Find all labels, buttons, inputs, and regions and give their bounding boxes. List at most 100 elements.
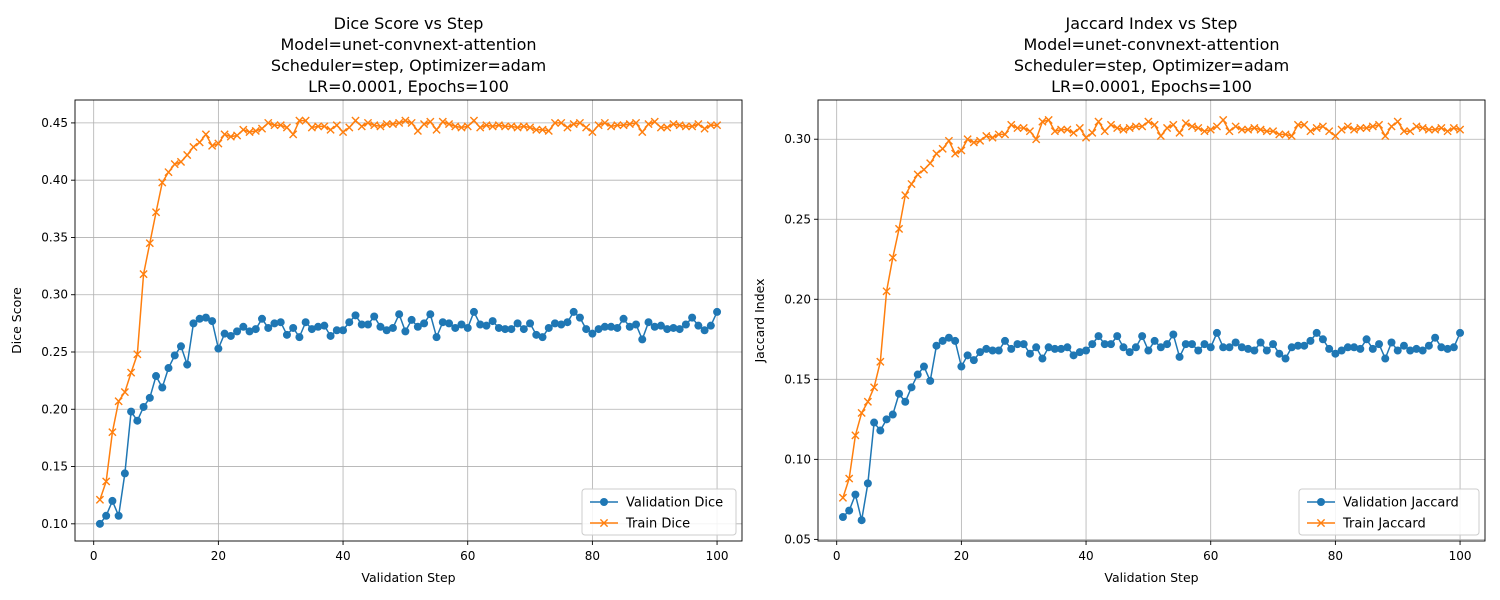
- data-point: [1231, 338, 1240, 347]
- data-point: [1244, 344, 1253, 353]
- x-tick-label: 100: [1449, 549, 1472, 563]
- data-point: [1156, 131, 1165, 141]
- data-point: [189, 319, 198, 328]
- data-point: [226, 331, 235, 340]
- data-point: [258, 314, 267, 323]
- data-point: [1306, 336, 1315, 345]
- data-point: [282, 123, 292, 132]
- data-point: [1119, 343, 1128, 352]
- data-point: [407, 315, 416, 324]
- y-tick-label: 0.10: [784, 452, 811, 466]
- data-point: [1106, 340, 1115, 349]
- y-axis-label: Jaccard Index: [752, 279, 767, 364]
- data-point: [351, 311, 360, 320]
- data-point: [663, 325, 672, 334]
- data-point: [1144, 117, 1153, 126]
- legend: Validation Dice Train Dice: [581, 488, 737, 536]
- data-point: [463, 323, 472, 332]
- data-point: [270, 121, 279, 130]
- data-point: [151, 208, 161, 217]
- data-point: [870, 383, 879, 392]
- data-point: [158, 178, 167, 187]
- data-point: [1449, 123, 1458, 133]
- data-point: [1456, 328, 1465, 337]
- data-point: [152, 372, 161, 381]
- data-point: [451, 323, 460, 332]
- data-point: [694, 119, 703, 129]
- data-point: [575, 118, 585, 128]
- data-point: [544, 126, 553, 136]
- data-point: [307, 325, 316, 334]
- data-point: [919, 362, 928, 371]
- data-point: [713, 307, 722, 316]
- data-point: [1212, 328, 1221, 337]
- data-point: [907, 383, 916, 392]
- data-point: [120, 469, 129, 478]
- data-point: [1069, 128, 1078, 137]
- data-point: [619, 121, 628, 130]
- data-point: [1237, 125, 1246, 134]
- data-point: [1244, 125, 1253, 134]
- data-point: [1032, 343, 1041, 352]
- data-point: [1412, 122, 1421, 131]
- data-point: [919, 165, 929, 174]
- data-point: [1268, 127, 1278, 136]
- data-point: [588, 127, 597, 137]
- data-point: [706, 121, 715, 130]
- data-point: [289, 130, 298, 139]
- x-tick-label: 20: [954, 549, 969, 563]
- data-point: [1175, 352, 1184, 361]
- data-point: [870, 418, 879, 427]
- data-point: [214, 139, 223, 148]
- data-point: [1138, 332, 1147, 341]
- data-point: [1156, 343, 1165, 352]
- y-tick-label: 0.45: [41, 116, 68, 130]
- data-point: [363, 320, 372, 329]
- data-point: [600, 322, 609, 331]
- data-point: [388, 323, 397, 332]
- data-point: [538, 333, 547, 342]
- y-tick-label: 0.25: [784, 212, 811, 226]
- data-point: [1362, 335, 1371, 344]
- data-point: [164, 364, 173, 373]
- data-point: [544, 323, 553, 332]
- data-point: [139, 270, 148, 279]
- data-point: [982, 131, 991, 141]
- data-point: [395, 310, 404, 319]
- data-point: [382, 326, 391, 335]
- data-point: [507, 122, 516, 131]
- data-point: [513, 319, 522, 328]
- data-point: [863, 397, 872, 406]
- data-point: [1206, 125, 1215, 134]
- data-point: [994, 346, 1003, 355]
- x-tick-label: 80: [1328, 549, 1343, 563]
- legend-label: Validation Jaccard: [1343, 496, 1459, 511]
- chart-panel-2: 0 20 40 60 80 100 0.05 0.10 0.15 0.20 0.25 0.30 Vali…: [752, 14, 1486, 585]
- data-point: [838, 512, 847, 521]
- data-point: [932, 341, 941, 350]
- data-point: [582, 325, 591, 334]
- data-point: [1088, 340, 1097, 349]
- data-point: [988, 346, 997, 355]
- data-point: [1225, 127, 1234, 136]
- data-point: [251, 325, 260, 334]
- data-point: [1387, 122, 1396, 131]
- data-point: [951, 149, 960, 158]
- data-point: [1225, 343, 1234, 352]
- y-tick-label: 0.15: [41, 460, 68, 474]
- data-point: [1437, 123, 1446, 133]
- data-point: [681, 122, 690, 131]
- data-point: [176, 342, 185, 351]
- data-point: [969, 138, 978, 147]
- data-point: [1025, 127, 1035, 136]
- data-point: [669, 119, 678, 129]
- data-point: [976, 348, 985, 357]
- data-point: [951, 336, 960, 345]
- data-point: [644, 318, 653, 327]
- data-point: [438, 318, 447, 327]
- data-point: [600, 118, 609, 128]
- data-point: [851, 490, 860, 499]
- data-point: [1231, 122, 1240, 131]
- legend-label: Validation Dice: [626, 496, 723, 511]
- data-point: [1368, 344, 1377, 353]
